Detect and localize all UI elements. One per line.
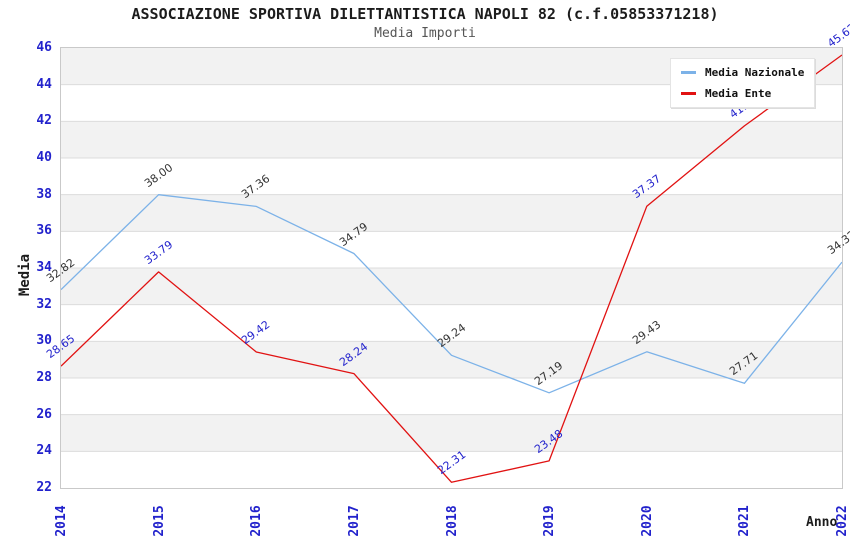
x-tick-label: 2016 [249,505,265,537]
legend-item: Media Nazionale [681,66,804,79]
x-tick-label: 2020 [639,505,655,537]
band [61,378,842,415]
band [61,268,842,305]
y-tick-label: 40 [36,150,52,165]
band [61,414,842,452]
y-tick-label: 34 [36,260,52,275]
y-tick-label: 32 [36,296,52,312]
chart-subtitle: Media Importi [374,26,476,41]
x-tick-label: 2015 [151,505,167,537]
band [61,194,842,232]
y-tick-label: 26 [36,406,52,422]
legend-item-label: Media Nazionale [705,66,805,79]
x-axis-title: Anno [806,515,838,530]
y-tick-label: 38 [36,186,52,202]
y-tick-label: 22 [36,480,52,495]
series-line-media-ente [61,54,842,483]
plot-area [60,47,843,489]
x-tick-label: 2018 [444,505,460,537]
band [61,231,842,268]
band [61,304,842,342]
series-line-media-nazionale [61,194,842,394]
x-tick-label: 2019 [542,505,558,537]
x-tick-label: 2021 [737,505,753,537]
x-tick-label: 2014 [54,505,69,537]
band [61,158,842,195]
y-tick-label: 42 [36,113,52,129]
plot-svg [61,48,842,488]
y-tick-label: 24 [36,443,52,459]
y-tick-label: 44 [36,76,52,92]
y-tick-label: 46 [36,40,52,55]
legend-item: Media Ente [681,87,804,100]
y-tick-label: 28 [36,370,52,385]
band [61,341,842,378]
legend-swatch-icon [681,92,696,95]
y-tick-label: 36 [36,223,52,239]
legend: Media Nazionale Media Ente [670,58,816,108]
y-tick-label: 30 [36,333,52,349]
band [61,121,842,158]
legend-swatch-icon [681,71,696,74]
chart-title: ASSOCIAZIONE SPORTIVA DILETTANTISTICA NA… [131,5,719,23]
x-tick-label: 2017 [346,505,362,537]
legend-item-label: Media Ente [705,87,772,100]
